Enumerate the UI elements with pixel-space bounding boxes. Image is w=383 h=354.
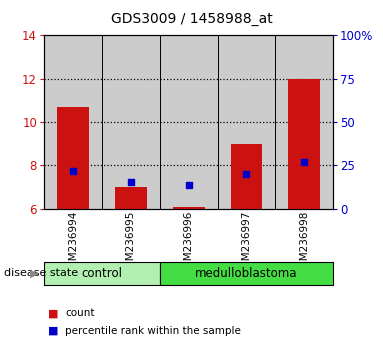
Point bbox=[185, 182, 192, 188]
Bar bbox=[44, 262, 160, 285]
Bar bbox=[57, 107, 89, 209]
Point bbox=[70, 168, 76, 174]
Text: percentile rank within the sample: percentile rank within the sample bbox=[65, 326, 241, 336]
Point bbox=[244, 171, 250, 177]
Bar bbox=[160, 262, 333, 285]
Text: medulloblastoma: medulloblastoma bbox=[195, 267, 298, 280]
Text: control: control bbox=[81, 267, 123, 280]
Text: ▶: ▶ bbox=[30, 268, 39, 279]
Bar bbox=[173, 207, 205, 209]
Bar bbox=[288, 79, 320, 209]
Bar bbox=[160, 35, 218, 209]
Bar bbox=[218, 35, 275, 209]
Bar bbox=[115, 187, 147, 209]
Point bbox=[128, 179, 134, 184]
Text: ■: ■ bbox=[48, 308, 58, 318]
Point bbox=[301, 159, 307, 165]
Bar bbox=[44, 35, 102, 209]
Text: ■: ■ bbox=[48, 326, 58, 336]
Text: GDS3009 / 1458988_at: GDS3009 / 1458988_at bbox=[111, 12, 272, 27]
Bar bbox=[102, 35, 160, 209]
Bar bbox=[275, 35, 333, 209]
Bar bbox=[231, 144, 262, 209]
Text: disease state: disease state bbox=[4, 268, 78, 279]
Text: count: count bbox=[65, 308, 95, 318]
